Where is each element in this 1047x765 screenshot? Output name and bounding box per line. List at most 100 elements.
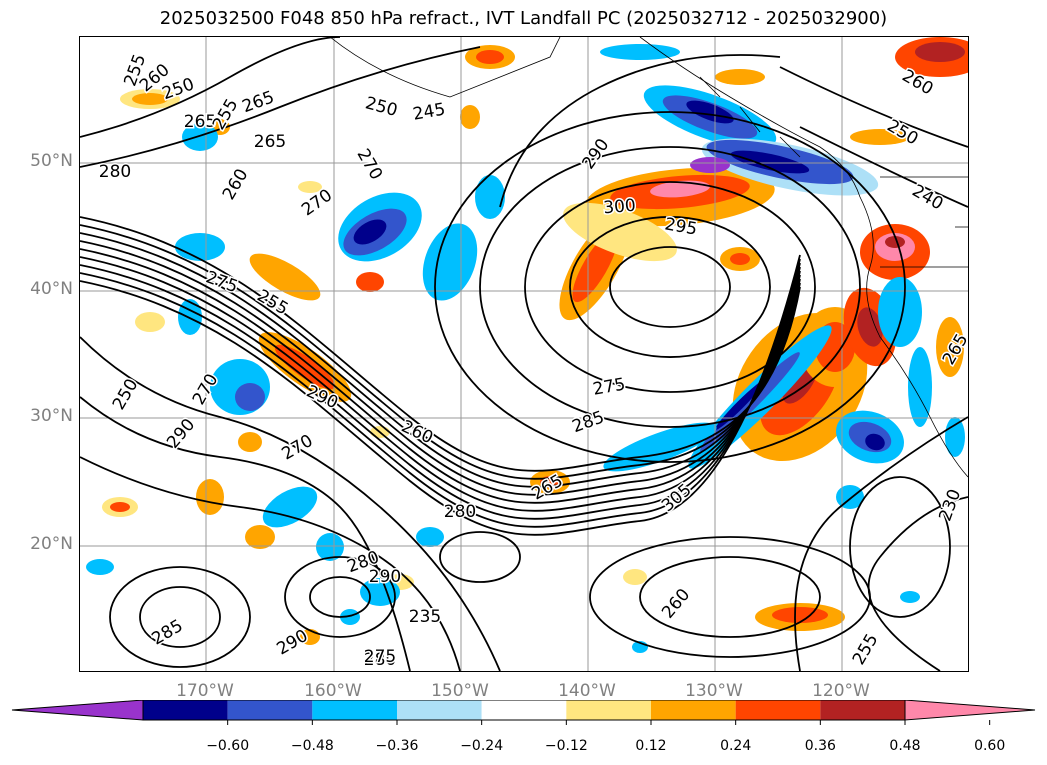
- contour-label: 275: [203, 267, 240, 297]
- coastline-path: [880, 176, 968, 268]
- shade-patch: [110, 502, 130, 512]
- contour-label: 275: [591, 374, 626, 399]
- contour-label: 235: [409, 607, 441, 627]
- shade-patch: [422, 223, 478, 301]
- contour-label: 265: [254, 132, 286, 152]
- ivt-contour-line: [80, 336, 501, 671]
- shade-patch: [715, 69, 765, 85]
- shade-patch: [650, 180, 710, 198]
- shade-patch: [340, 609, 360, 625]
- shade-patch: [915, 42, 965, 62]
- shade-patch: [274, 344, 336, 390]
- ivt-contour-line: [569, 216, 771, 358]
- contour-label: 275: [364, 647, 396, 667]
- ivt-contour-line: [849, 476, 951, 618]
- shade-patch: [476, 50, 504, 64]
- lat-tick-label: 50°N: [30, 151, 73, 171]
- coastline: [329, 37, 968, 478]
- colorbar-tick-label: −0.12: [544, 738, 588, 754]
- colorbar-segment: [143, 700, 228, 720]
- colorbar-tick-label: −0.60: [206, 738, 250, 754]
- lon-tick-label: 120°W: [812, 681, 870, 701]
- coastline-path: [639, 37, 968, 478]
- chart-title: 2025032500 F048 850 hPa refract., IVT La…: [159, 8, 888, 29]
- colorbar-segment: [481, 700, 567, 720]
- shade-patch: [908, 347, 932, 427]
- contour-label: 280: [364, 650, 396, 670]
- colorbar-extend-max: [904, 700, 1036, 721]
- shade-patch: [353, 219, 387, 245]
- contour-label: 300: [603, 196, 637, 219]
- ivt-contour-line: [434, 111, 906, 463]
- shade-patch: [298, 181, 322, 193]
- shade-patch: [475, 175, 505, 219]
- ivt-contour-line: [309, 576, 371, 618]
- contour-label: 280: [444, 502, 476, 522]
- ivt-contours: [80, 37, 968, 671]
- shade-patch: [686, 100, 734, 124]
- ivt-contour-line: [609, 246, 731, 328]
- contour-label: 250: [363, 93, 400, 121]
- lon-tick-label: 170°W: [176, 681, 234, 701]
- contour-label: 290: [163, 415, 199, 453]
- contour-label: 260: [219, 165, 253, 203]
- colorbar: [11, 700, 1036, 725]
- shade-patch: [850, 129, 910, 145]
- ivt-contour-line: [109, 566, 251, 668]
- shade-patch: [857, 307, 883, 347]
- ivt-contour-line: [799, 126, 968, 208]
- shade-patch: [182, 123, 218, 151]
- colorbar-segment: [397, 700, 482, 720]
- colorbar-tick-label: −0.48: [290, 738, 334, 754]
- shade-patch: [715, 380, 765, 430]
- contour-label: 260: [658, 585, 694, 623]
- colorbar-segment: [820, 700, 905, 720]
- map-plot-area: 255 260 250 265 255 260 265 265 250 245 270 270 280 2…: [79, 36, 969, 672]
- colorbar-tick-label: 0.48: [889, 738, 921, 754]
- lon-tick-label: 140°W: [558, 681, 616, 701]
- ivt-contour-line: [794, 416, 968, 671]
- contour-label: 305: [658, 480, 696, 516]
- contour-label: 250: [109, 375, 143, 413]
- lat-tick-label: 40°N: [30, 279, 73, 299]
- ivt-contour-line: [639, 556, 821, 638]
- ivt-contour-line: [80, 37, 341, 138]
- shade-patch: [132, 93, 168, 105]
- ivt-contour-line: [524, 181, 816, 393]
- shade-patch: [600, 44, 680, 60]
- lon-tick-label: 130°W: [685, 681, 743, 701]
- shade-patch: [249, 253, 321, 301]
- shade-patch: [730, 253, 750, 265]
- colorbar-tick-label: 0.36: [804, 738, 836, 754]
- shade-patch: [885, 236, 905, 248]
- colorbar-segment: [312, 700, 397, 720]
- ivt-contour-line: [80, 254, 801, 536]
- shade-patch: [262, 486, 318, 528]
- shade-patch: [316, 533, 344, 561]
- shade-patch: [772, 607, 828, 623]
- shade-patch: [175, 233, 225, 261]
- contour-label: 265: [240, 87, 277, 117]
- contour-label: 255: [849, 630, 883, 668]
- shade-patch: [196, 479, 224, 515]
- shade-patch: [690, 157, 730, 173]
- colorbar-tick-label: 0.60: [974, 738, 1006, 754]
- contour-label: 240: [908, 181, 946, 215]
- shade-patch: [836, 485, 864, 509]
- colorbar-tick-label: −0.36: [375, 738, 419, 754]
- colorbar-extend-min: [11, 700, 144, 721]
- shade-patch: [178, 299, 202, 335]
- colorbar-segment: [566, 700, 651, 720]
- shade-patch: [235, 383, 265, 411]
- colorbar-segment: [227, 700, 313, 720]
- shade-patch: [865, 433, 885, 451]
- colorbar-tick-label: −0.24: [460, 738, 504, 754]
- ivt-contour-line: [779, 66, 968, 148]
- shade-patch: [623, 569, 647, 585]
- contour-label: 285: [148, 616, 186, 650]
- ivt-contour-line: [284, 556, 396, 638]
- shade-patch: [135, 312, 165, 332]
- ivt-contour-line: [589, 536, 871, 658]
- colorbar-tick-label: 0.12: [635, 738, 667, 754]
- ivt-contour-line: [80, 396, 411, 671]
